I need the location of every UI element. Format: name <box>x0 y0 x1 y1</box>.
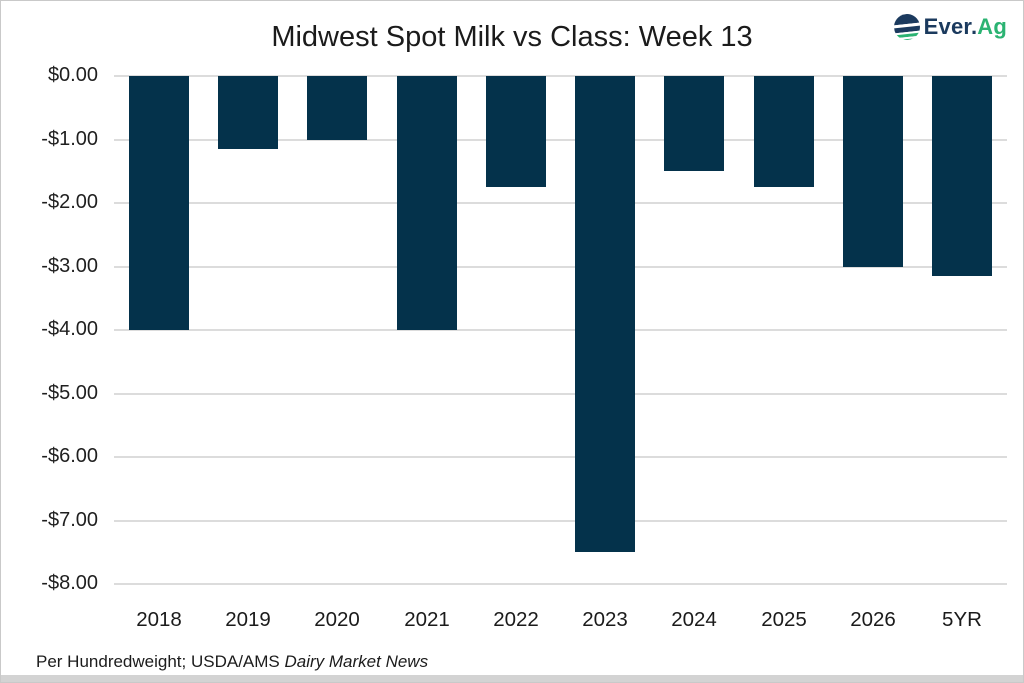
logo-text-ag: Ag <box>977 14 1007 39</box>
gridline <box>114 329 1007 331</box>
gridline <box>114 265 1007 268</box>
gridline <box>114 75 1007 77</box>
bar-2026 <box>843 76 903 267</box>
x-axis-tick-label: 2026 <box>850 608 896 631</box>
y-axis-tick-label: -$3.00 <box>41 254 98 277</box>
bar-2018 <box>129 76 189 330</box>
gridline <box>114 138 1007 141</box>
source-caption: Per Hundredweight; USDA/AMS Dairy Market… <box>36 652 428 672</box>
bar-2023 <box>575 76 635 552</box>
y-axis-tick-label: -$2.00 <box>41 191 98 213</box>
y-axis-tick-label: -$8.00 <box>41 572 98 594</box>
y-axis-tick-label: -$4.00 <box>41 318 98 340</box>
x-axis-tick-label: 2024 <box>671 608 717 631</box>
gridline <box>114 392 1007 395</box>
chart-title: Midwest Spot Milk vs Class: Week 13 <box>271 21 753 53</box>
source-caption-italic: Dairy Market News <box>284 652 429 671</box>
logo-text-ever: Ever. <box>923 14 978 39</box>
logo-text: Ever.Ag <box>924 14 1007 40</box>
y-axis-tick-label: -$7.00 <box>41 508 98 531</box>
y-axis-tick-label: $0.00 <box>47 64 98 86</box>
ever-ag-leaf-icon <box>892 12 921 42</box>
bar-5yr <box>932 76 992 276</box>
y-axis-tick-label: -$1.00 <box>41 127 98 150</box>
x-axis-tick-label: 2023 <box>582 608 628 631</box>
bar-2022 <box>486 76 546 187</box>
x-axis-tick-label: 2020 <box>314 608 360 631</box>
gridline <box>114 456 1007 458</box>
window-bottom-edge <box>1 675 1023 682</box>
ever-ag-logo: Ever.Ag <box>892 12 1007 42</box>
x-axis-tick-label: 2022 <box>493 608 539 631</box>
x-axis-tick-label: 2019 <box>225 608 271 631</box>
gridline <box>114 202 1007 204</box>
bar-2024 <box>664 76 724 171</box>
bar-2019 <box>218 76 278 149</box>
y-axis-tick-label: -$6.00 <box>41 445 98 467</box>
x-axis-tick-label: 5YR <box>942 608 982 631</box>
x-axis-tick-label: 2025 <box>761 608 807 631</box>
x-axis-tick-label: 2018 <box>136 608 182 631</box>
gridline <box>114 583 1007 585</box>
y-axis-tick-label: -$5.00 <box>41 381 98 404</box>
bar-2021 <box>397 76 457 330</box>
bar-2025 <box>754 76 814 187</box>
bar-2020 <box>307 76 367 140</box>
source-caption-regular: Per Hundredweight; USDA/AMS <box>36 652 285 671</box>
x-axis-tick-label: 2021 <box>404 608 450 631</box>
gridline <box>114 519 1007 522</box>
